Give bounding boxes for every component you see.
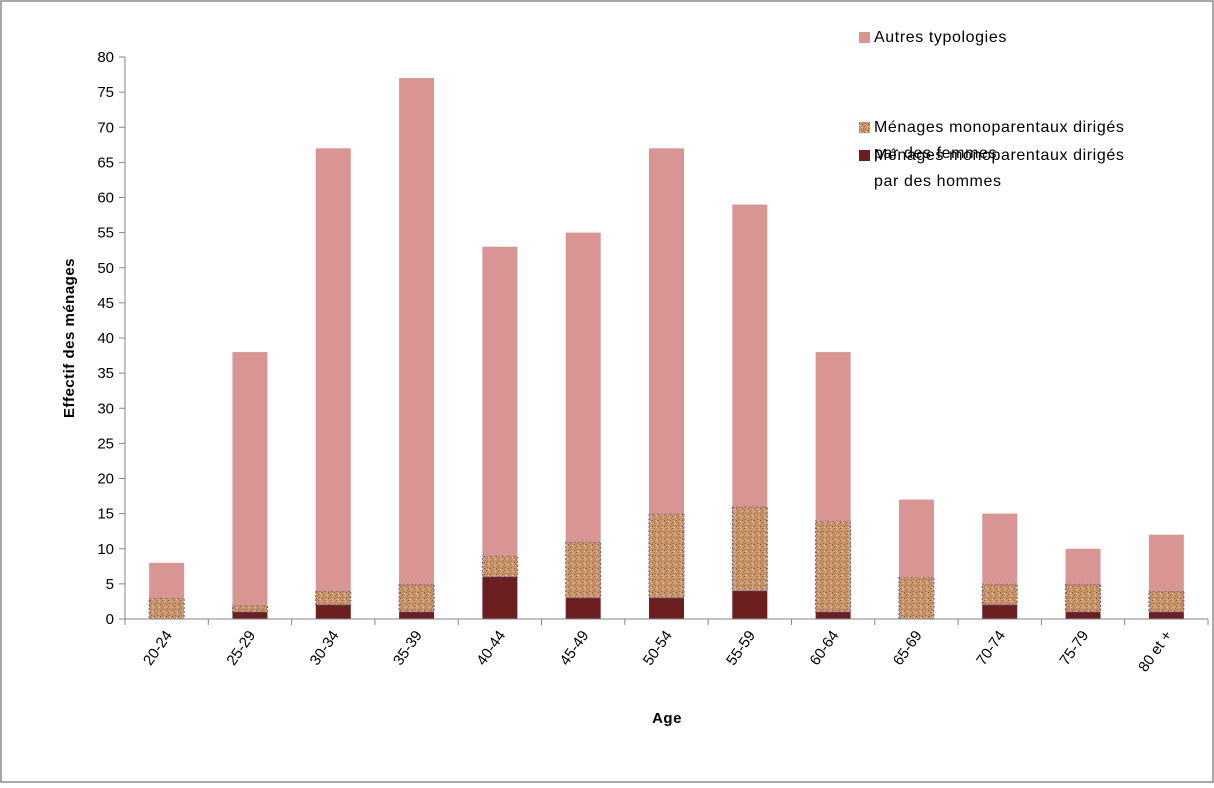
bar-series-2-55-59 [731,506,768,592]
bar-series-1-35-39 [399,611,435,619]
bar-series-1-25-29 [232,611,268,619]
bar-series-3-40-44 [482,246,518,556]
y-tick-label: 60 [97,190,114,207]
bar-series-3-20-24 [149,562,185,598]
legend-label-2: par des femmes [874,145,997,162]
y-tick-label: 5 [106,576,114,593]
y-tick-label: 45 [97,295,114,312]
bar-series-3-30-34 [315,148,351,591]
bar-series-3-75-79 [1065,548,1101,584]
y-tick-label: 30 [97,400,114,417]
y-tick-label: 25 [97,435,114,452]
legend-swatch-2 [859,122,870,133]
y-tick-label: 15 [97,506,114,523]
bar-series-2-45-49 [565,541,602,599]
bar-series-2-40-44 [481,555,518,578]
legend-swatch-3 [859,32,870,43]
bar-series-2-30-34 [315,590,352,606]
y-tick-label: 0 [106,611,114,628]
bar-series-2-65-69 [898,576,935,620]
y-tick-label: 50 [97,260,114,277]
bar-series-2-60-64 [815,520,852,613]
bar-series-3-45-49 [565,232,601,542]
y-axis: 0 5 10 15 20 25 30 35 40 45 50 55 60 65 70 75 80 [97,49,126,628]
y-tick-label: 55 [97,225,114,242]
bar-series-1-75-79 [1065,611,1101,619]
bar-series-2-70-74 [981,583,1018,606]
bar-series-3-65-69 [898,499,934,577]
legend-label-3: Autres typologies [874,29,1007,46]
bar-series-3-50-54 [649,148,684,514]
bar-series-2-35-39 [398,583,435,613]
legend-label-2: Ménages monoparentaux dirigés [874,119,1124,136]
y-axis-title: Effectif des ménages [61,258,78,418]
y-tick-label: 20 [97,471,114,488]
y-tick-label: 10 [97,541,114,558]
y-tick-label: 40 [97,330,114,347]
bar-series-1-50-54 [649,597,684,619]
bar-series-3-35-39 [399,78,435,584]
bar-series-1-55-59 [732,590,768,619]
bar-series-1-40-44 [482,576,518,619]
bar-series-1-80-et-plus [1148,611,1184,619]
bar-series-3-70-74 [982,513,1018,584]
bar-series-3-60-64 [815,352,851,521]
bar-series-3-55-59 [732,204,768,507]
bar-series-2-25-29 [231,604,268,613]
legend-label-1: Ménages monoparentaux dirigés [874,147,1124,164]
bar-series-1-70-74 [982,604,1018,619]
bar-series-2-80-et-plus [1148,590,1185,613]
y-tick-label: 70 [97,119,114,136]
bar-series-2-20-24 [148,597,185,620]
y-tick-label: 80 [97,49,114,66]
bar-series-3-25-29 [232,352,268,605]
x-axis-title: Age [652,710,682,727]
bar-series-2-50-54 [648,513,685,599]
bar-series-2-75-79 [1065,583,1102,613]
legend-label-1: par des hommes [874,173,1002,190]
bar-series-1-60-64 [815,611,851,619]
bar-series-1-45-49 [565,597,601,619]
bar-series-1-30-34 [315,604,351,619]
y-tick-label: 65 [97,154,114,171]
legend: Autres typologies Ménages monoparentaux d… [859,29,1124,190]
bar-series-3-80-et-plus [1148,534,1184,591]
plot-area [148,78,1185,620]
legend-swatch-1 [859,150,870,161]
y-tick-label: 75 [97,84,114,101]
y-tick-label: 35 [97,365,114,382]
